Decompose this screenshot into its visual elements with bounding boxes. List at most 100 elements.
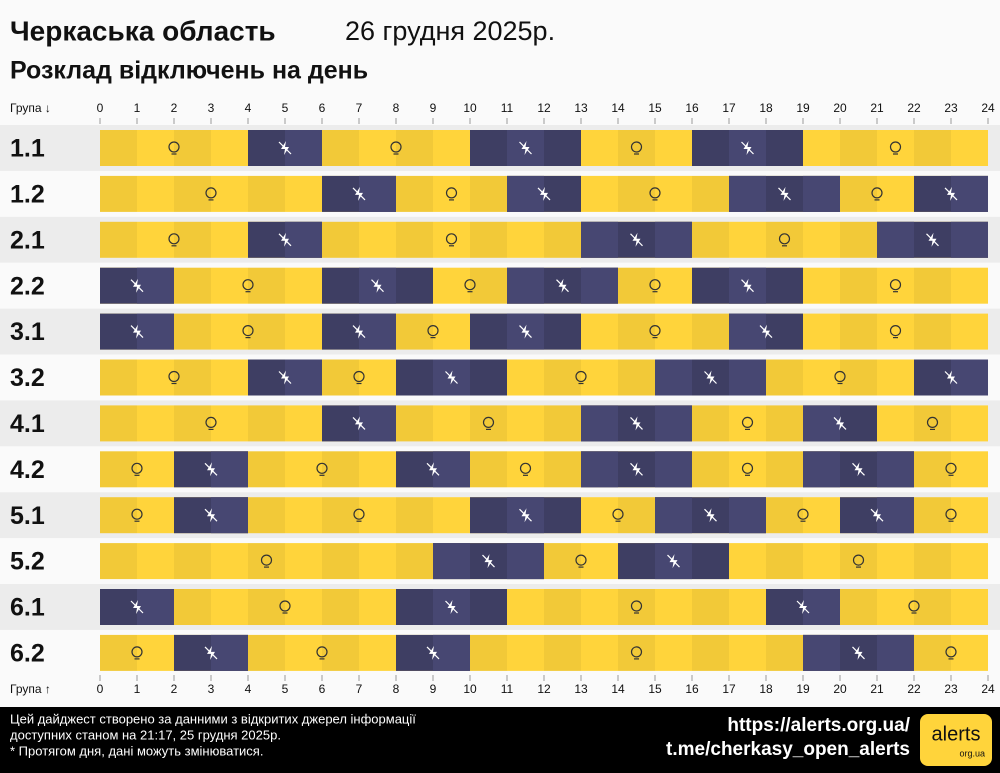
off-stripe xyxy=(655,221,692,258)
on-stripe xyxy=(840,130,877,166)
on-stripe xyxy=(322,221,359,258)
on-stripe xyxy=(840,543,877,580)
x-tick-label: 5 xyxy=(282,101,289,115)
on-stripe xyxy=(581,543,618,580)
on-stripe xyxy=(248,175,285,212)
on-icon xyxy=(519,462,532,474)
on-stripe xyxy=(507,451,544,488)
on-stripe xyxy=(544,589,581,625)
x-tick-label: 24 xyxy=(981,682,995,696)
on-stripe xyxy=(618,130,655,166)
on-stripe xyxy=(433,130,470,166)
off-icon xyxy=(278,371,292,384)
on-stripe xyxy=(248,451,285,488)
on-stripe xyxy=(877,175,914,212)
off-icon xyxy=(130,279,144,293)
on-stripe xyxy=(877,313,914,350)
on-stripe xyxy=(137,634,174,671)
on-stripe xyxy=(544,543,581,580)
off-stripe xyxy=(877,634,914,671)
on-stripe xyxy=(877,405,914,442)
on-icon xyxy=(205,187,217,199)
off-stripe xyxy=(951,359,988,396)
off-stripe xyxy=(877,221,914,258)
on-stripe xyxy=(692,175,729,212)
on-stripe xyxy=(248,543,285,580)
on-stripe xyxy=(211,130,248,166)
group-label: 1.1 xyxy=(10,135,45,163)
on-stripe xyxy=(729,451,766,488)
on-stripe xyxy=(914,634,951,671)
off-stripe xyxy=(803,634,840,671)
x-tick-label: 12 xyxy=(537,101,551,115)
group-label: 4.1 xyxy=(10,410,45,438)
x-tick-label: 1 xyxy=(134,682,141,696)
off-stripe xyxy=(729,313,766,350)
footer-link[interactable]: t.me/cherkasy_open_alerts xyxy=(666,739,910,760)
on-stripe xyxy=(766,221,803,258)
on-stripe xyxy=(359,634,396,671)
off-icon xyxy=(833,416,847,430)
on-stripe xyxy=(951,543,988,580)
group-label: 3.2 xyxy=(10,364,45,392)
on-icon xyxy=(482,416,495,428)
footer-link[interactable]: https://alerts.org.ua/ xyxy=(727,715,910,736)
footer-note: Цей дайджест створено за данними з відкр… xyxy=(10,711,416,726)
on-stripe xyxy=(766,451,803,488)
off-stripe xyxy=(211,451,248,488)
on-stripe xyxy=(951,589,988,625)
x-tick-label: 11 xyxy=(501,101,514,115)
x-tick-label: 9 xyxy=(430,101,437,115)
on-stripe xyxy=(914,267,951,304)
off-icon xyxy=(704,508,717,522)
off-stripe xyxy=(803,175,840,212)
on-stripe xyxy=(951,634,988,671)
on-stripe xyxy=(803,543,840,580)
logo-box xyxy=(920,714,992,766)
x-tick-label: 7 xyxy=(356,101,363,115)
on-stripe xyxy=(359,497,396,534)
on-stripe xyxy=(433,175,470,212)
on-stripe xyxy=(285,497,322,534)
off-icon xyxy=(482,554,495,568)
on-icon xyxy=(908,600,920,612)
off-stripe xyxy=(433,451,470,488)
group-label: 3.1 xyxy=(10,318,45,346)
off-stripe xyxy=(285,130,322,166)
off-stripe xyxy=(137,267,174,304)
on-stripe xyxy=(100,543,137,580)
on-stripe xyxy=(618,313,655,350)
off-stripe xyxy=(137,313,174,350)
off-stripe xyxy=(507,543,544,580)
on-stripe xyxy=(137,451,174,488)
on-stripe xyxy=(174,313,211,350)
off-stripe xyxy=(359,313,396,350)
on-stripe xyxy=(248,405,285,442)
off-icon xyxy=(870,508,884,522)
on-stripe xyxy=(581,359,618,396)
on-stripe xyxy=(544,451,581,488)
on-stripe xyxy=(914,130,951,166)
x-tick-label: 17 xyxy=(722,101,736,115)
on-stripe xyxy=(470,405,507,442)
off-stripe xyxy=(285,221,322,258)
on-stripe xyxy=(581,634,618,671)
off-icon xyxy=(204,646,218,660)
on-icon xyxy=(945,646,957,658)
on-icon xyxy=(242,325,254,337)
on-icon xyxy=(834,370,846,383)
on-icon xyxy=(741,416,754,428)
on-stripe xyxy=(174,589,211,625)
on-stripe xyxy=(285,313,322,350)
logo-text: alerts xyxy=(932,723,981,745)
on-stripe xyxy=(211,313,248,350)
on-stripe xyxy=(211,175,248,212)
on-stripe xyxy=(655,589,692,625)
on-icon xyxy=(242,279,254,291)
on-stripe xyxy=(914,313,951,350)
on-stripe xyxy=(174,175,211,212)
axis-label-top: Група ↓ xyxy=(10,101,51,115)
off-stripe xyxy=(655,359,692,396)
x-tick-label: 14 xyxy=(611,682,625,696)
on-stripe xyxy=(655,130,692,166)
